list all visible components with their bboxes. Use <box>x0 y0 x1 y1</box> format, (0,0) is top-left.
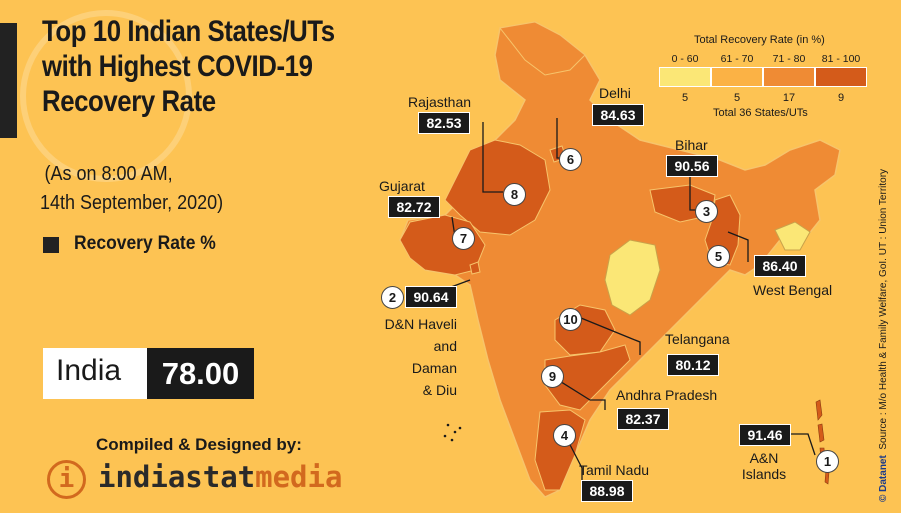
color-legend-count: 17 <box>782 92 796 104</box>
state-value-telangana: 80.12 <box>667 354 719 376</box>
rank-badge-delhi: 6 <box>559 148 582 171</box>
legend-swatch <box>43 237 59 253</box>
state-value-rajasthan: 82.53 <box>418 112 470 134</box>
state-label-andhra: Andhra Pradesh <box>616 387 718 403</box>
rank-badge-dnh: 2 <box>381 286 404 309</box>
state-label-dnh: D&N Haveli and Daman & Diu <box>384 316 457 398</box>
state-label-delhi: Delhi <box>599 85 631 101</box>
rank-badge-bihar: 3 <box>695 200 718 223</box>
map-chhattisgarh <box>604 239 661 316</box>
color-legend-title: Total Recovery Rate (in %) <box>694 34 825 46</box>
color-legend-count: 5 <box>681 92 689 104</box>
state-value-west-bengal: 86.40 <box>754 255 806 277</box>
color-legend-range: 0 - 60 <box>671 53 699 65</box>
page-title: Top 10 Indian States/UTs with Highest CO… <box>42 15 335 118</box>
india-label: India <box>56 354 122 387</box>
map-andhra <box>544 344 631 411</box>
source-note: © Datanet Source : M/o Health & Family W… <box>878 168 889 502</box>
rank-badge-west-bengal: 5 <box>707 245 730 268</box>
rank-badge-gujarat: 7 <box>452 227 475 250</box>
color-legend-swatch <box>659 67 711 87</box>
state-label-west-bengal: West Bengal <box>753 282 833 298</box>
rank-badge-andhra: 9 <box>541 365 564 388</box>
date-note: (As on 8:00 AM, 14th September, 2020) <box>40 163 224 214</box>
legend-label: Recovery Rate % <box>74 233 216 254</box>
indiastat-logo-icon: i <box>47 460 86 499</box>
color-legend-count: 5 <box>733 92 741 104</box>
color-legend-total: Total 36 States/UTs <box>713 107 808 119</box>
state-value-tamil-nadu: 88.98 <box>581 480 633 502</box>
watermark-logo <box>20 10 192 182</box>
color-legend-swatch <box>711 67 763 87</box>
state-value-dnh: 90.64 <box>405 286 457 308</box>
state-value-gujarat: 82.72 <box>388 196 440 218</box>
state-value-delhi: 84.63 <box>592 104 644 126</box>
title-accent-bar <box>0 23 17 138</box>
state-label-bihar: Bihar <box>675 137 708 153</box>
map-northeast-light <box>774 221 811 251</box>
compiled-by: Compiled & Designed by: <box>96 435 302 454</box>
brand-name: indiastatmedia <box>98 460 343 494</box>
state-value-bihar: 90.56 <box>666 155 718 177</box>
state-label-tamil-nadu: Tamil Nadu <box>579 462 650 478</box>
color-legend-range: 81 - 100 <box>821 53 861 65</box>
map-north <box>499 21 586 76</box>
rank-badge-an-islands: 1 <box>816 450 839 473</box>
state-label-gujarat: Gujarat <box>379 178 425 194</box>
map-dnh <box>469 261 481 275</box>
state-label-telangana: Telangana <box>665 331 730 347</box>
color-legend-range: 71 - 80 <box>772 53 806 65</box>
color-legend-swatch <box>763 67 815 87</box>
india-value: 78.00 <box>147 348 254 399</box>
rank-badge-tamil-nadu: 4 <box>553 424 576 447</box>
state-label-an-islands: A&N Islands <box>741 450 787 482</box>
map-lakshadweep <box>443 423 462 442</box>
color-legend-count: 9 <box>837 92 845 104</box>
map-rajasthan <box>444 139 551 236</box>
color-legend-range: 61 - 70 <box>720 53 754 65</box>
rank-badge-telangana: 10 <box>559 308 582 331</box>
state-value-an-islands: 91.46 <box>739 424 791 446</box>
rank-badge-rajasthan: 8 <box>503 183 526 206</box>
state-label-rajasthan: Rajasthan <box>408 94 472 110</box>
color-legend-swatch <box>815 67 867 87</box>
state-value-andhra: 82.37 <box>617 408 669 430</box>
